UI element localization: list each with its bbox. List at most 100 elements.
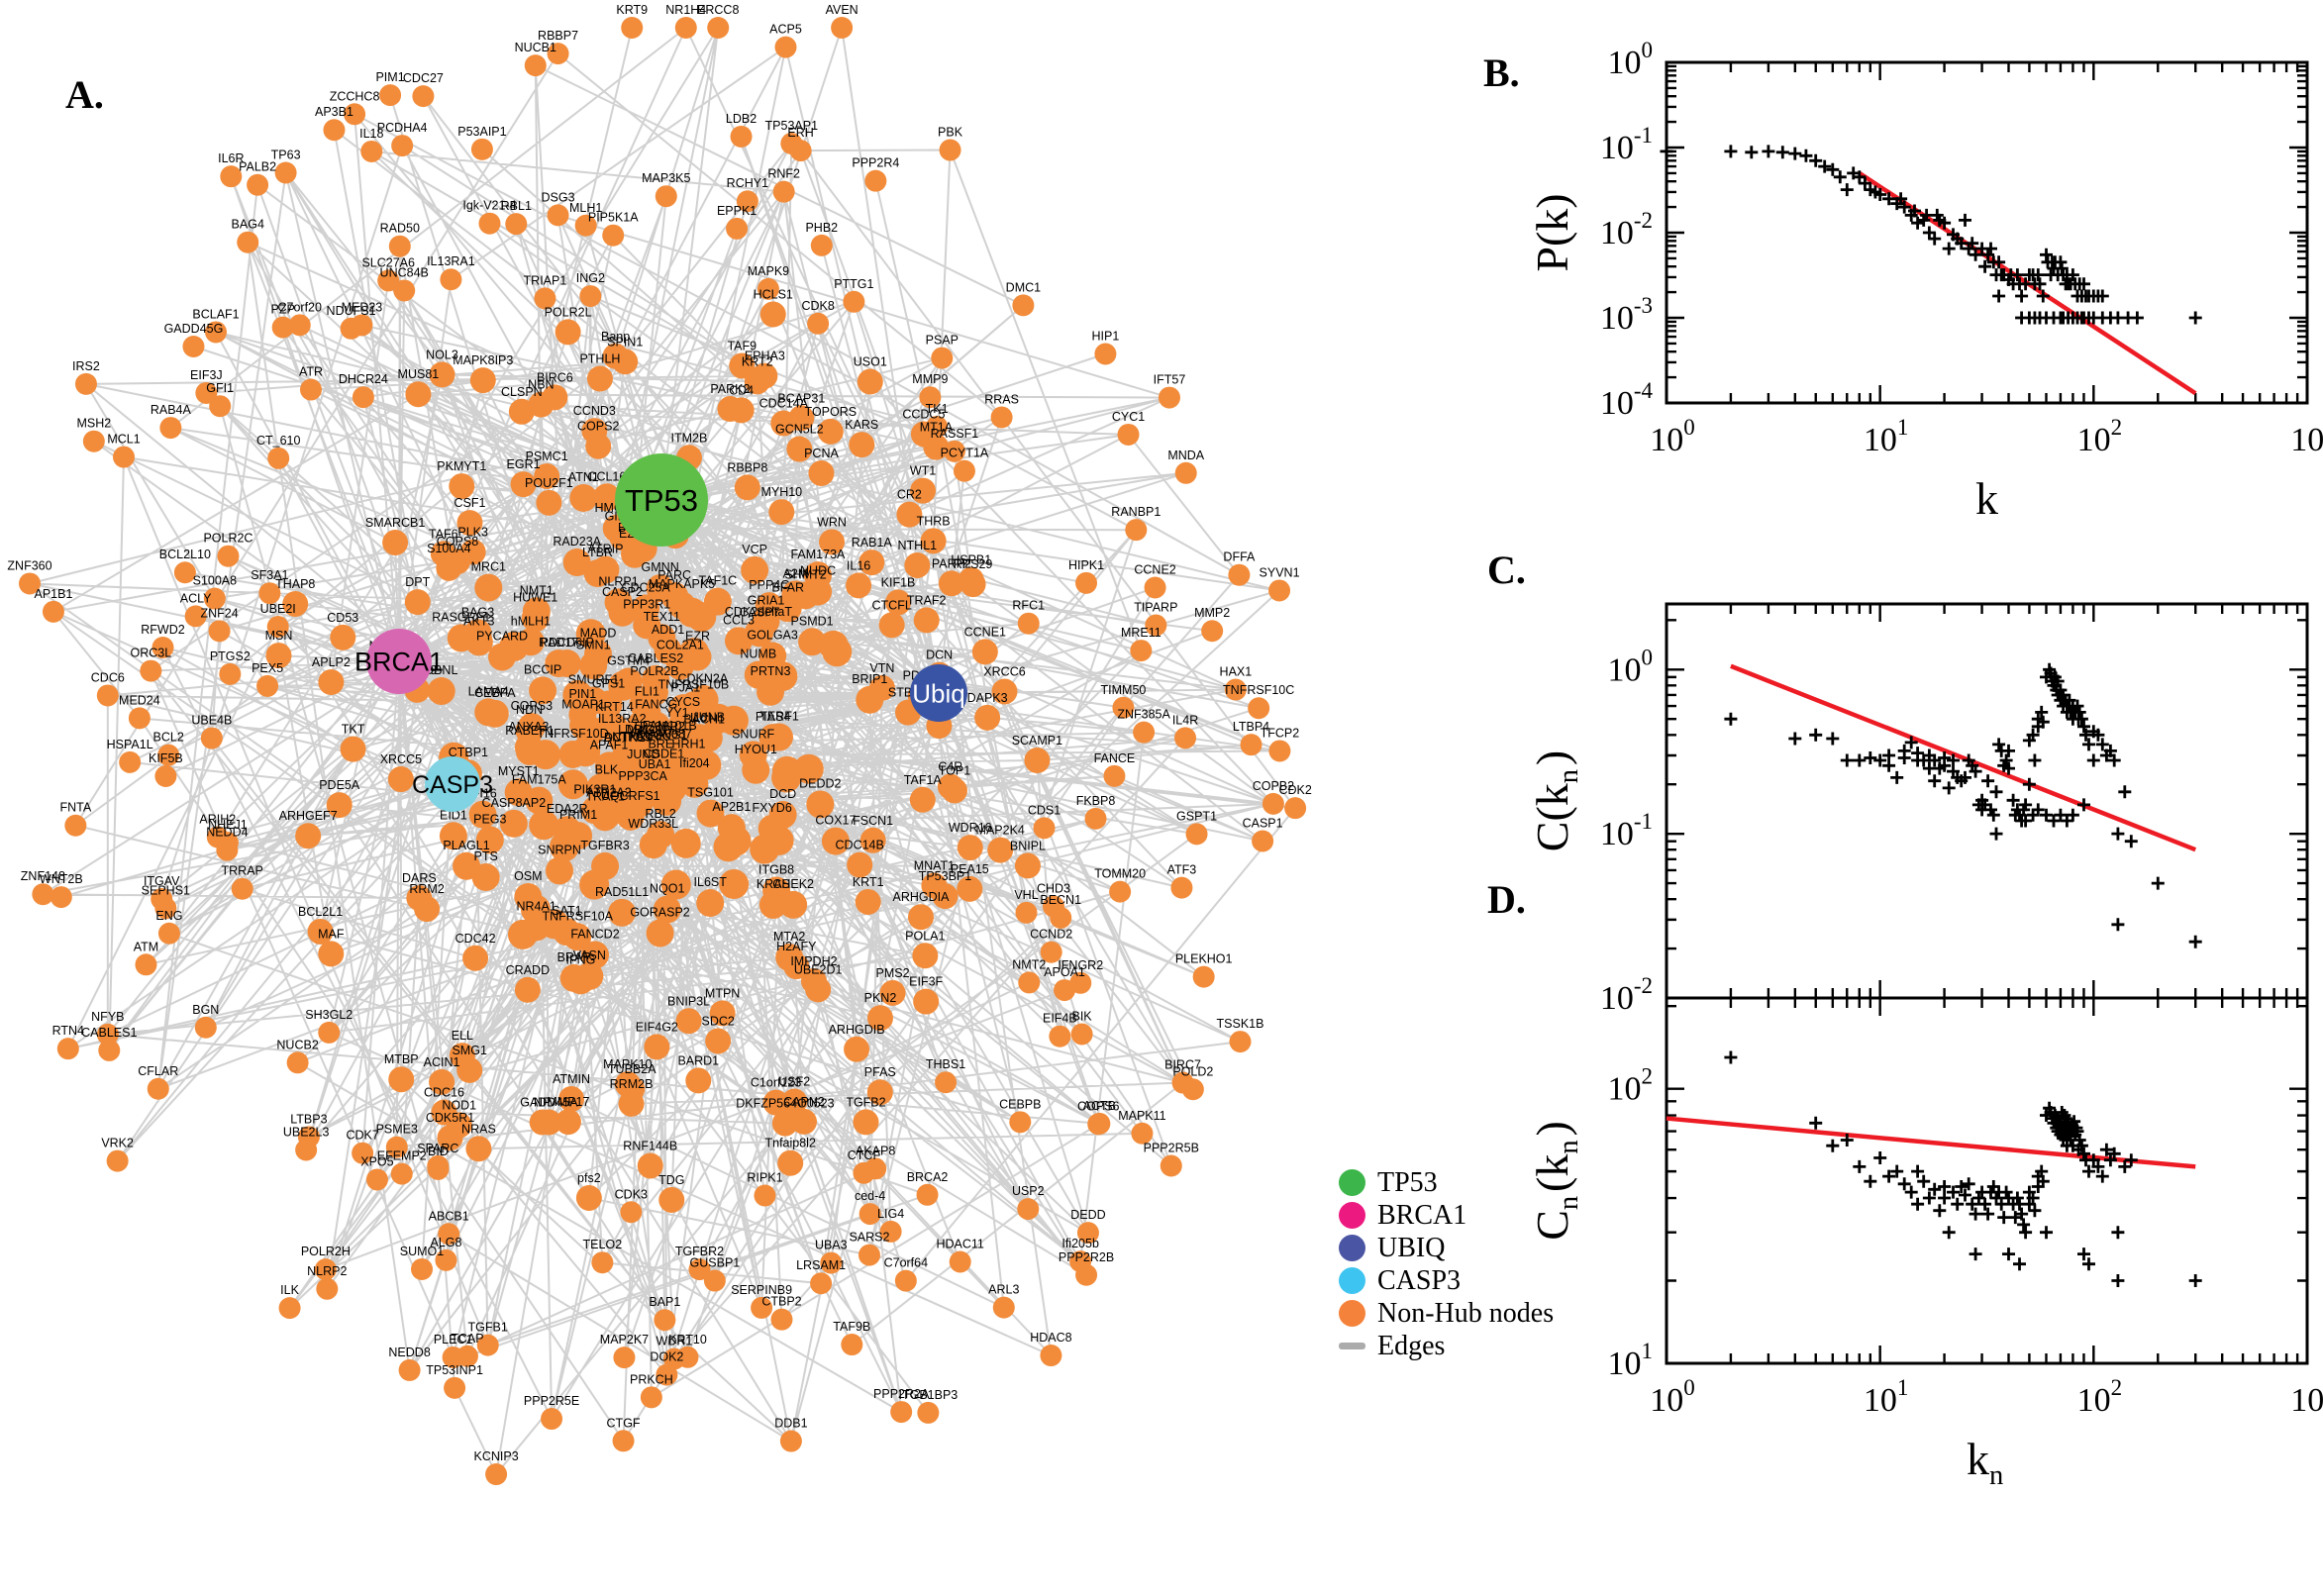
network-node[interactable]: [209, 395, 232, 418]
network-node[interactable]: [558, 740, 587, 768]
network-node[interactable]: [431, 1099, 457, 1126]
network-node[interactable]: [1192, 965, 1215, 988]
network-node[interactable]: [904, 551, 931, 578]
network-node[interactable]: [920, 528, 947, 554]
network-node[interactable]: [660, 869, 691, 900]
network-node[interactable]: [449, 473, 475, 500]
network-node[interactable]: [468, 800, 497, 829]
network-node[interactable]: [734, 474, 760, 501]
network-node[interactable]: [758, 814, 786, 843]
network-node[interactable]: [200, 727, 223, 749]
network-node[interactable]: [696, 799, 725, 828]
network-node[interactable]: [474, 698, 503, 727]
network-node[interactable]: [949, 1250, 971, 1273]
network-node[interactable]: [621, 17, 644, 39]
network-node[interactable]: [237, 231, 259, 253]
network-node[interactable]: [462, 945, 489, 971]
network-node[interactable]: [858, 1203, 881, 1226]
network-node[interactable]: [510, 471, 537, 498]
network-node[interactable]: [585, 433, 612, 459]
network-node[interactable]: [50, 886, 72, 909]
network-node[interactable]: [791, 1108, 818, 1135]
network-node[interactable]: [579, 686, 608, 715]
network-node[interactable]: [390, 1162, 413, 1185]
network-node[interactable]: [56, 1038, 79, 1060]
network-node[interactable]: [442, 1346, 464, 1368]
network-node[interactable]: [1268, 579, 1291, 602]
network-node[interactable]: [894, 1269, 917, 1292]
hub-brca1[interactable]: [366, 629, 432, 694]
network-node[interactable]: [990, 406, 1013, 429]
network-node[interactable]: [810, 1272, 833, 1295]
network-node[interactable]: [637, 1152, 663, 1179]
network-node[interactable]: [391, 135, 414, 157]
network-node[interactable]: [913, 607, 940, 634]
network-node[interactable]: [1017, 612, 1040, 635]
network-node[interactable]: [770, 1308, 793, 1331]
network-node[interactable]: [429, 1068, 455, 1095]
network-node[interactable]: [858, 549, 885, 576]
network-node[interactable]: [604, 588, 633, 617]
network-node[interactable]: [274, 161, 297, 184]
network-node[interactable]: [583, 559, 612, 588]
network-node[interactable]: [271, 316, 294, 339]
network-node[interactable]: [762, 876, 791, 905]
network-node[interactable]: [405, 381, 432, 408]
network-node[interactable]: [1075, 1263, 1098, 1286]
network-node[interactable]: [1017, 1198, 1040, 1221]
network-node[interactable]: [633, 611, 661, 640]
network-node[interactable]: [808, 459, 835, 486]
network-node[interactable]: [618, 1090, 645, 1117]
network-node[interactable]: [757, 277, 779, 300]
network-node[interactable]: [140, 659, 162, 682]
network-node[interactable]: [916, 1183, 939, 1206]
network-node[interactable]: [436, 554, 462, 581]
network-node[interactable]: [957, 835, 983, 861]
network-node[interactable]: [522, 597, 551, 626]
network-node[interactable]: [514, 733, 543, 761]
network-node[interactable]: [435, 1248, 457, 1271]
network-node[interactable]: [1024, 748, 1051, 774]
network-node[interactable]: [765, 723, 794, 751]
network-node[interactable]: [286, 1051, 309, 1074]
network-node[interactable]: [728, 397, 755, 424]
network-node[interactable]: [365, 1168, 388, 1191]
network-node[interactable]: [654, 1309, 676, 1332]
network-node[interactable]: [385, 1136, 408, 1158]
network-node[interactable]: [696, 889, 725, 918]
network-node[interactable]: [987, 837, 1014, 863]
network-node[interactable]: [857, 368, 883, 395]
network-node[interactable]: [991, 678, 1018, 705]
network-node[interactable]: [660, 581, 689, 610]
network-node[interactable]: [992, 1296, 1015, 1319]
network-node[interactable]: [157, 922, 180, 945]
network-node[interactable]: [1228, 563, 1251, 586]
network-node[interactable]: [1158, 386, 1180, 409]
network-node[interactable]: [879, 979, 906, 1006]
network-node[interactable]: [717, 814, 746, 843]
network-node[interactable]: [555, 319, 581, 346]
network-node[interactable]: [344, 103, 366, 126]
network-node[interactable]: [326, 792, 353, 819]
network-node[interactable]: [1268, 740, 1291, 762]
network-node[interactable]: [288, 314, 311, 337]
network-node[interactable]: [128, 707, 151, 730]
network-node[interactable]: [885, 589, 912, 616]
network-node[interactable]: [541, 1408, 563, 1431]
network-node[interactable]: [267, 447, 290, 469]
network-node[interactable]: [516, 628, 545, 656]
network-node[interactable]: [465, 1136, 492, 1162]
network-node[interactable]: [406, 885, 433, 912]
network-node[interactable]: [938, 570, 964, 597]
network-node[interactable]: [633, 698, 661, 727]
network-node[interactable]: [843, 290, 865, 313]
network-node[interactable]: [555, 1109, 581, 1136]
network-node[interactable]: [529, 810, 559, 841]
network-node[interactable]: [1284, 797, 1307, 820]
network-node[interactable]: [806, 790, 835, 819]
network-node[interactable]: [709, 1000, 736, 1027]
network-node[interactable]: [194, 1016, 217, 1039]
network-node[interactable]: [1252, 830, 1274, 852]
network-node[interactable]: [917, 1401, 940, 1424]
network-node[interactable]: [937, 773, 963, 800]
